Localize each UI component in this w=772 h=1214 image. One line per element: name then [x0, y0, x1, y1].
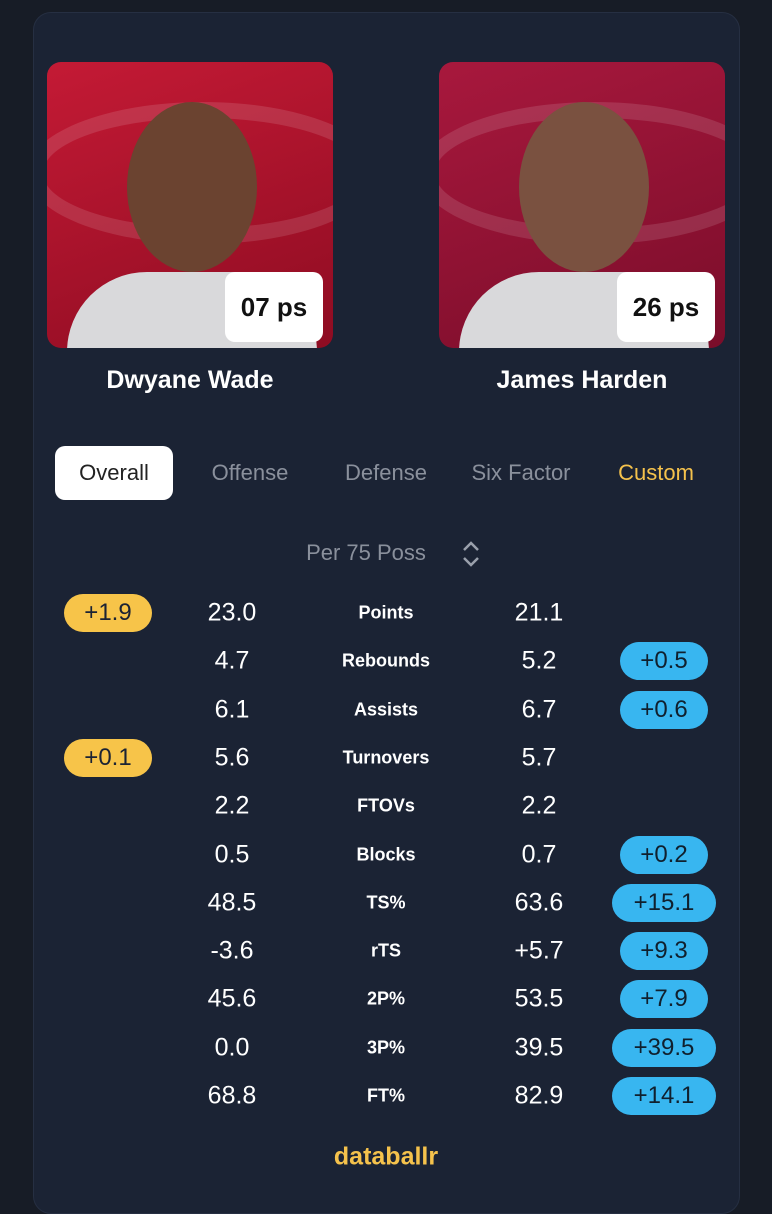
right-value: 39.5	[514, 1033, 564, 1062]
tab[interactable]: Offense	[211, 460, 289, 485]
possessions-badge: 07 ps	[225, 272, 323, 342]
left-value: 45.6	[207, 984, 257, 1013]
stat-label: Turnovers	[342, 747, 430, 768]
possessions-badge: 26 ps	[617, 272, 715, 342]
left-value: 2.2	[214, 791, 250, 820]
left-value: 6.1	[214, 695, 250, 724]
tab[interactable]: Defense	[345, 460, 427, 485]
right-value: 5.7	[521, 743, 557, 772]
left-value: 0.0	[214, 1033, 250, 1062]
sort-icon[interactable]	[460, 540, 482, 568]
stat-label: Blocks	[356, 844, 416, 864]
right-value: 0.7	[521, 840, 557, 868]
right-diff: +0.5	[620, 642, 708, 681]
stat-label: Rebounds	[342, 650, 430, 671]
left-value: 23.0	[207, 598, 257, 627]
left-value: 0.5	[214, 840, 250, 868]
right-value: +5.7	[514, 936, 564, 965]
right-diff: +9.3	[620, 932, 708, 971]
stat-label: TS%	[366, 892, 406, 913]
left-value: 4.7	[214, 646, 250, 675]
right-value: 82.9	[514, 1081, 564, 1110]
stat-label: FT%	[367, 1085, 405, 1106]
left-value: 5.6	[214, 743, 250, 772]
right-diff: +15.1	[612, 883, 716, 922]
stat-label: Assists	[353, 699, 419, 720]
tab[interactable]: Six Factor	[471, 460, 571, 485]
left-value: 48.5	[207, 888, 257, 917]
left-diff: +0.1	[64, 738, 152, 777]
right-diff: +14.1	[612, 1077, 716, 1115]
right-value: 53.5	[514, 984, 564, 1013]
tab[interactable]: Overall	[55, 446, 173, 500]
right-diff: +0.6	[620, 690, 708, 729]
player-photo	[439, 62, 725, 348]
right-value: 21.1	[514, 598, 564, 627]
footer-logo: databallr	[333, 1142, 439, 1171]
right-diff: +39.5	[612, 1028, 716, 1067]
player-name: Dwyane Wade	[106, 366, 274, 394]
stat-label: Points	[358, 602, 414, 623]
left-diff: +1.9	[64, 594, 152, 632]
per-selector[interactable]: Per 75 Poss	[306, 540, 426, 565]
right-value: 2.2	[521, 791, 557, 820]
stat-label: FTOVs	[357, 795, 415, 816]
left-value: -3.6	[210, 936, 254, 965]
tab[interactable]: Custom	[618, 460, 694, 485]
right-value: 63.6	[514, 888, 564, 917]
right-value: 5.2	[521, 646, 557, 675]
stat-label: rTS	[370, 940, 402, 961]
right-value: 6.7	[521, 695, 557, 724]
stat-label: 3P%	[366, 1037, 406, 1058]
stat-label: 2P%	[366, 988, 406, 1009]
left-value: 68.8	[207, 1081, 257, 1110]
right-diff: +0.2	[620, 835, 708, 874]
player-name: James Harden	[496, 366, 668, 394]
right-diff: +7.9	[620, 980, 708, 1019]
